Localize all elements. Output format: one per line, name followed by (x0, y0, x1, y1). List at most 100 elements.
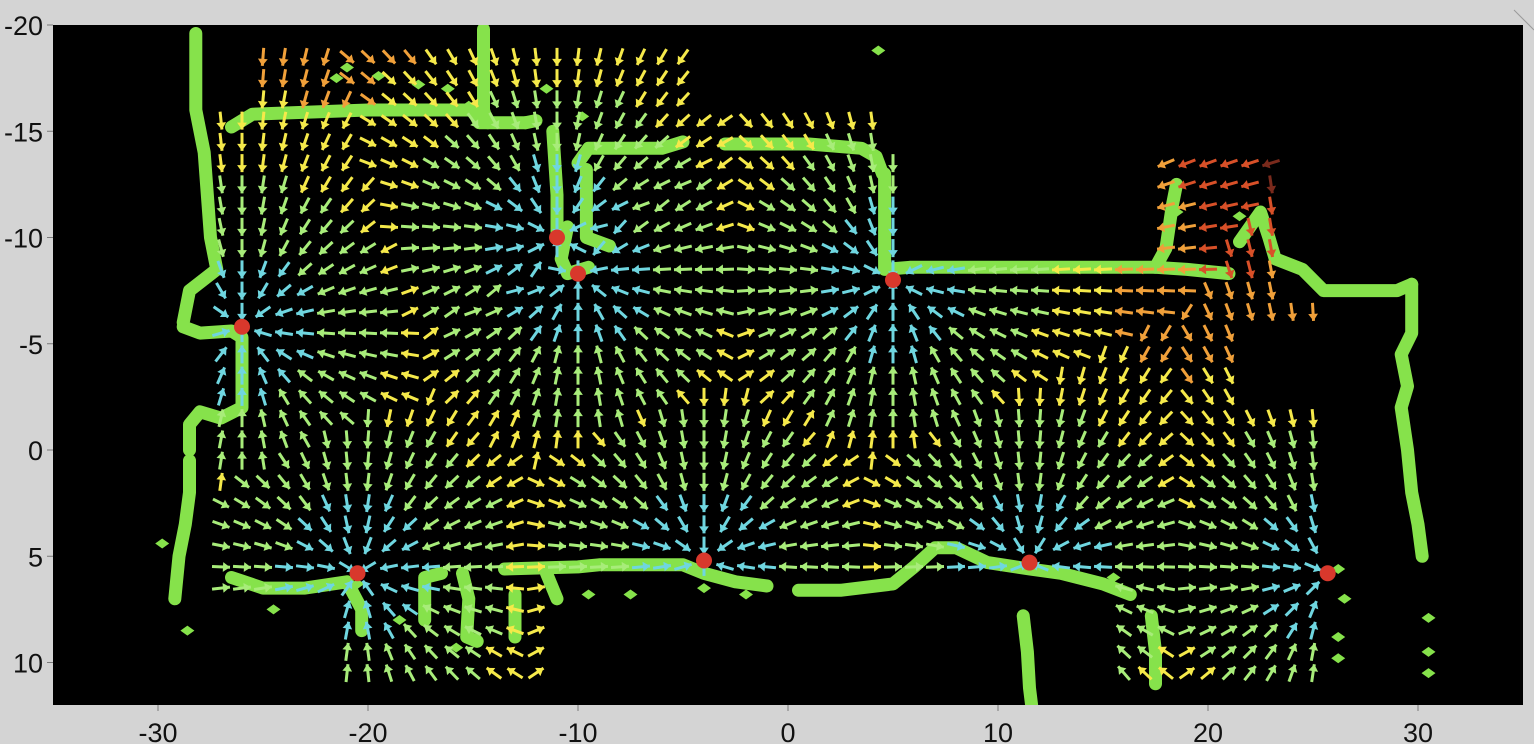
field-arrow (216, 175, 227, 194)
field-arrow (362, 600, 373, 619)
field-arrow (592, 240, 606, 256)
field-arrow (589, 561, 609, 572)
field-arrow (505, 541, 525, 551)
field-arrow (402, 623, 418, 639)
field-arrow (233, 475, 251, 489)
field-arrow (1242, 644, 1258, 660)
obstacle-wall (225, 571, 369, 638)
obstacle-speck (329, 73, 344, 84)
field-arrow (278, 409, 290, 427)
field-arrow (947, 518, 965, 530)
field-arrow (1222, 409, 1236, 427)
field-arrow (1116, 665, 1132, 681)
field-arrow (1221, 452, 1237, 469)
field-arrow (1308, 451, 1319, 470)
field-arrow (822, 326, 838, 341)
field-arrow (1240, 582, 1260, 593)
field-arrow (319, 219, 333, 235)
field-arrow (1308, 600, 1319, 619)
field-arrow (738, 113, 754, 129)
field-arrow (799, 541, 819, 551)
field-arrow (1118, 366, 1130, 385)
field-arrow (233, 497, 251, 510)
field-arrow (929, 345, 941, 363)
field-arrow (383, 494, 395, 512)
field-arrow (1010, 348, 1028, 361)
field-arrow (820, 561, 840, 572)
field-arrow (359, 370, 377, 381)
field-arrow (212, 305, 230, 319)
field-arrow (232, 562, 252, 572)
field-arrow (404, 473, 416, 491)
field-arrow (1245, 239, 1256, 258)
field-arrow (968, 306, 986, 317)
field-arrow (908, 409, 919, 428)
field-arrow (612, 177, 628, 192)
field-arrow (552, 324, 563, 343)
field-arrow (531, 47, 542, 66)
field-arrow (967, 561, 987, 572)
field-arrow (443, 604, 461, 614)
field-arrow (278, 111, 289, 130)
field-arrow (736, 264, 756, 275)
field-arrow (1093, 561, 1113, 572)
field-arrow (531, 409, 542, 428)
field-arrow (715, 306, 735, 317)
field-arrow (1095, 496, 1111, 510)
field-arrow (489, 69, 500, 88)
field-arrow (321, 451, 332, 470)
field-arrow (484, 562, 504, 572)
field-arrow (757, 285, 777, 296)
field-arrow (803, 409, 815, 427)
field-arrow (531, 69, 542, 88)
obstacle-speck (539, 83, 554, 94)
field-arrow (379, 307, 399, 317)
field-arrow (255, 474, 271, 490)
field-arrow (464, 284, 482, 297)
field-arrow (257, 90, 268, 109)
field-arrow (589, 264, 609, 275)
field-arrow (905, 475, 923, 489)
field-arrow (845, 345, 857, 363)
field-arrow (569, 221, 587, 233)
field-arrow (381, 538, 397, 553)
field-arrow (863, 285, 881, 296)
field-arrow (781, 112, 795, 129)
field-arrow (612, 304, 628, 320)
obstacle-speck (623, 589, 638, 600)
field-arrow (1156, 243, 1176, 254)
field-arrow (401, 179, 419, 190)
field-arrow (1245, 302, 1256, 321)
field-arrow (400, 562, 420, 572)
field-arrow (232, 583, 252, 593)
field-arrow (277, 473, 291, 490)
field-arrow (257, 260, 268, 279)
field-arrow (403, 643, 417, 661)
field-arrow (360, 176, 376, 193)
field-arrow (699, 515, 709, 534)
field-arrow (274, 582, 294, 593)
field-arrow (1177, 264, 1197, 275)
field-arrow (719, 387, 730, 406)
field-arrow (1156, 541, 1176, 551)
field-arrow (757, 264, 777, 275)
field-arrow (465, 453, 481, 468)
field-arrow (736, 243, 756, 254)
field-arrow (442, 541, 462, 551)
field-arrow (254, 305, 272, 319)
field-arrow (969, 347, 985, 362)
field-arrow (905, 497, 923, 509)
field-arrow (527, 666, 545, 680)
field-arrow (695, 200, 713, 212)
field-arrow (845, 366, 857, 385)
field-arrow (359, 158, 377, 169)
field-arrow (505, 520, 525, 530)
field-arrow (1115, 519, 1133, 530)
field-arrow (968, 327, 986, 340)
field-arrow (824, 133, 836, 151)
field-arrow (463, 562, 483, 572)
field-arrow (948, 326, 964, 341)
field-arrow (237, 111, 247, 130)
field-arrow (1156, 520, 1176, 530)
